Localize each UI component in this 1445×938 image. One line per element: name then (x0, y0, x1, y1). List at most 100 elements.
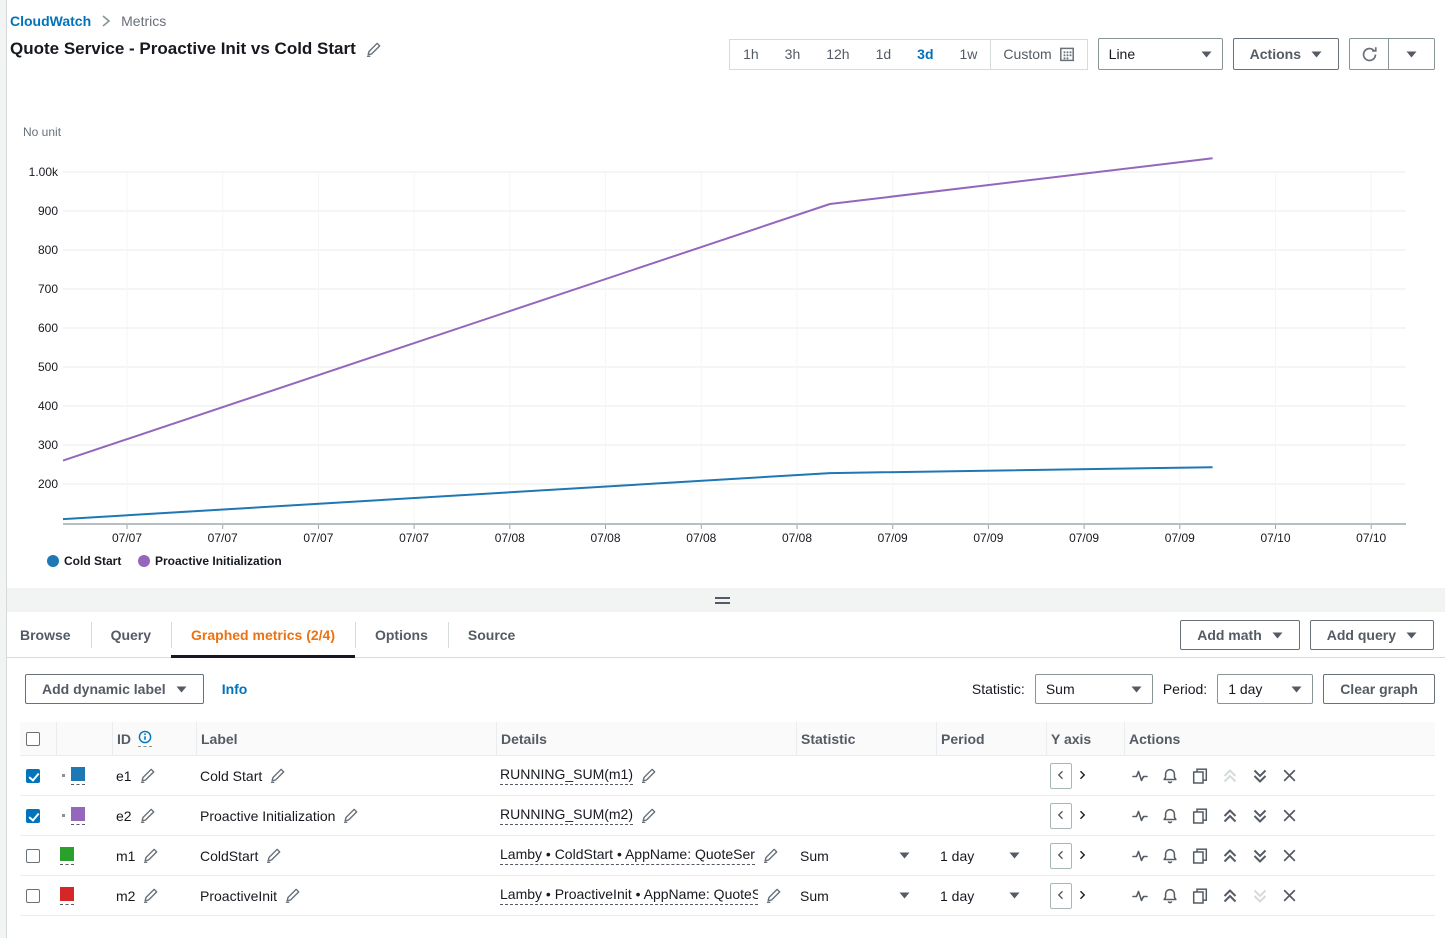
sparkline-icon[interactable] (1132, 808, 1148, 824)
duplicate-icon[interactable] (1192, 848, 1208, 864)
move-down-icon[interactable] (1252, 848, 1268, 864)
series-line[interactable] (63, 158, 1213, 460)
series-color-swatch (71, 807, 85, 821)
move-down-icon[interactable] (1252, 768, 1268, 784)
duplicate-icon[interactable] (1192, 808, 1208, 824)
edit-label-icon[interactable] (285, 888, 300, 903)
tab-graphed-metrics[interactable]: Graphed metrics (2/4) (171, 612, 355, 658)
color-swatch-picker[interactable] (71, 807, 85, 825)
chevron-left-icon (1055, 848, 1067, 864)
time-range-custom[interactable]: Custom (990, 40, 1086, 69)
edit-id-icon[interactable] (143, 848, 158, 863)
refresh-options-button[interactable] (1388, 39, 1434, 69)
add-math-button[interactable]: Add math (1180, 620, 1300, 650)
alarm-bell-icon[interactable] (1162, 848, 1178, 864)
color-swatch-picker[interactable] (71, 767, 85, 785)
resize-grip-handle[interactable] (715, 597, 730, 604)
line-chart[interactable]: No unit1.00k90080070060050040030020007/0… (0, 80, 1445, 588)
edit-details-icon[interactable] (763, 848, 778, 863)
info-link[interactable]: Info (222, 681, 248, 697)
actions-button[interactable]: Actions (1233, 38, 1339, 70)
sparkline-icon[interactable] (1132, 848, 1148, 864)
refresh-button[interactable] (1350, 39, 1388, 69)
tab-options[interactable]: Options (355, 612, 448, 658)
time-range-1h[interactable]: 1h (730, 40, 772, 69)
yaxis-right-button[interactable] (1076, 808, 1088, 824)
duplicate-icon[interactable] (1192, 768, 1208, 784)
remove-metric-icon[interactable] (1282, 848, 1297, 863)
id-info-icon[interactable] (138, 730, 152, 747)
metric-details[interactable]: Lamby • ProactiveInit • AppName: QuoteS (500, 886, 758, 905)
row-period-select[interactable]: 1 day (940, 880, 1046, 912)
remove-metric-icon[interactable] (1282, 888, 1297, 903)
edit-details-icon[interactable] (766, 888, 781, 903)
row-checkbox[interactable] (26, 849, 40, 863)
metric-details[interactable]: Lamby • ColdStart • AppName: QuoteSer (500, 846, 755, 865)
chart-type-select[interactable]: Line (1098, 38, 1223, 70)
sparkline-icon[interactable] (1132, 768, 1148, 784)
yaxis-left-button[interactable] (1050, 883, 1072, 909)
metric-details[interactable]: RUNNING_SUM(m2) (500, 806, 633, 825)
row-checkbox[interactable] (26, 769, 40, 783)
time-range-3h[interactable]: 3h (772, 40, 814, 69)
clear-graph-button[interactable]: Clear graph (1323, 674, 1435, 704)
chevron-down-icon (899, 892, 910, 899)
yaxis-left-button[interactable] (1050, 843, 1072, 869)
breadcrumb-cloudwatch-link[interactable]: CloudWatch (10, 13, 91, 29)
series-line[interactable] (63, 467, 1213, 519)
row-checkbox[interactable] (26, 809, 40, 823)
legend-label[interactable]: Proactive Initialization (155, 554, 282, 568)
edit-id-icon[interactable] (140, 768, 155, 783)
statistic-select[interactable]: Sum (1035, 674, 1153, 704)
remove-metric-icon[interactable] (1282, 808, 1297, 823)
series-color-swatch (71, 767, 85, 781)
tab-browse[interactable]: Browse (20, 612, 91, 658)
add-query-button[interactable]: Add query (1310, 620, 1434, 650)
alarm-bell-icon[interactable] (1162, 808, 1178, 824)
tab-source[interactable]: Source (448, 612, 535, 658)
move-up-icon[interactable] (1222, 888, 1238, 904)
edit-title-icon[interactable] (366, 42, 381, 57)
row-period-select[interactable]: 1 day (940, 840, 1046, 872)
color-swatch-picker[interactable] (60, 887, 74, 905)
metric-details[interactable]: RUNNING_SUM(m1) (500, 766, 633, 785)
duplicate-icon[interactable] (1192, 888, 1208, 904)
row-statistic-select[interactable]: Sum (800, 880, 936, 912)
time-range-3d-selected[interactable]: 3d (904, 40, 946, 69)
sparkline-icon[interactable] (1132, 888, 1148, 904)
legend-swatch[interactable] (47, 555, 59, 567)
row-checkbox[interactable] (26, 889, 40, 903)
table-row-e1: e1 Cold Start RUNNING_SUM(m1) (20, 756, 1435, 796)
time-range-12h[interactable]: 12h (813, 40, 862, 69)
alarm-bell-icon[interactable] (1162, 888, 1178, 904)
tab-query[interactable]: Query (91, 612, 171, 658)
move-up-icon[interactable] (1222, 808, 1238, 824)
color-swatch-picker[interactable] (60, 847, 74, 865)
legend-label[interactable]: Cold Start (64, 554, 121, 568)
breadcrumb-current: Metrics (121, 13, 166, 29)
yaxis-right-button[interactable] (1076, 848, 1088, 864)
move-down-icon[interactable] (1252, 808, 1268, 824)
time-range-1d[interactable]: 1d (863, 40, 905, 69)
edit-details-icon[interactable] (641, 808, 656, 823)
edit-label-icon[interactable] (270, 768, 285, 783)
yaxis-right-button[interactable] (1076, 888, 1088, 904)
add-dynamic-label-button[interactable]: Add dynamic label (25, 674, 204, 704)
edit-details-icon[interactable] (641, 768, 656, 783)
remove-metric-icon[interactable] (1282, 768, 1297, 783)
row-statistic-value: Sum (800, 888, 829, 904)
edit-id-icon[interactable] (140, 808, 155, 823)
move-up-icon[interactable] (1222, 848, 1238, 864)
edit-label-icon[interactable] (343, 808, 358, 823)
legend-swatch[interactable] (138, 555, 150, 567)
row-statistic-select[interactable]: Sum (800, 840, 936, 872)
yaxis-right-button[interactable] (1076, 768, 1088, 784)
edit-id-icon[interactable] (143, 888, 158, 903)
yaxis-left-button[interactable] (1050, 763, 1072, 789)
select-all-checkbox[interactable] (26, 732, 40, 746)
alarm-bell-icon[interactable] (1162, 768, 1178, 784)
time-range-1w[interactable]: 1w (947, 40, 991, 69)
edit-label-icon[interactable] (266, 848, 281, 863)
yaxis-left-button[interactable] (1050, 803, 1072, 829)
period-select[interactable]: 1 day (1217, 674, 1313, 704)
